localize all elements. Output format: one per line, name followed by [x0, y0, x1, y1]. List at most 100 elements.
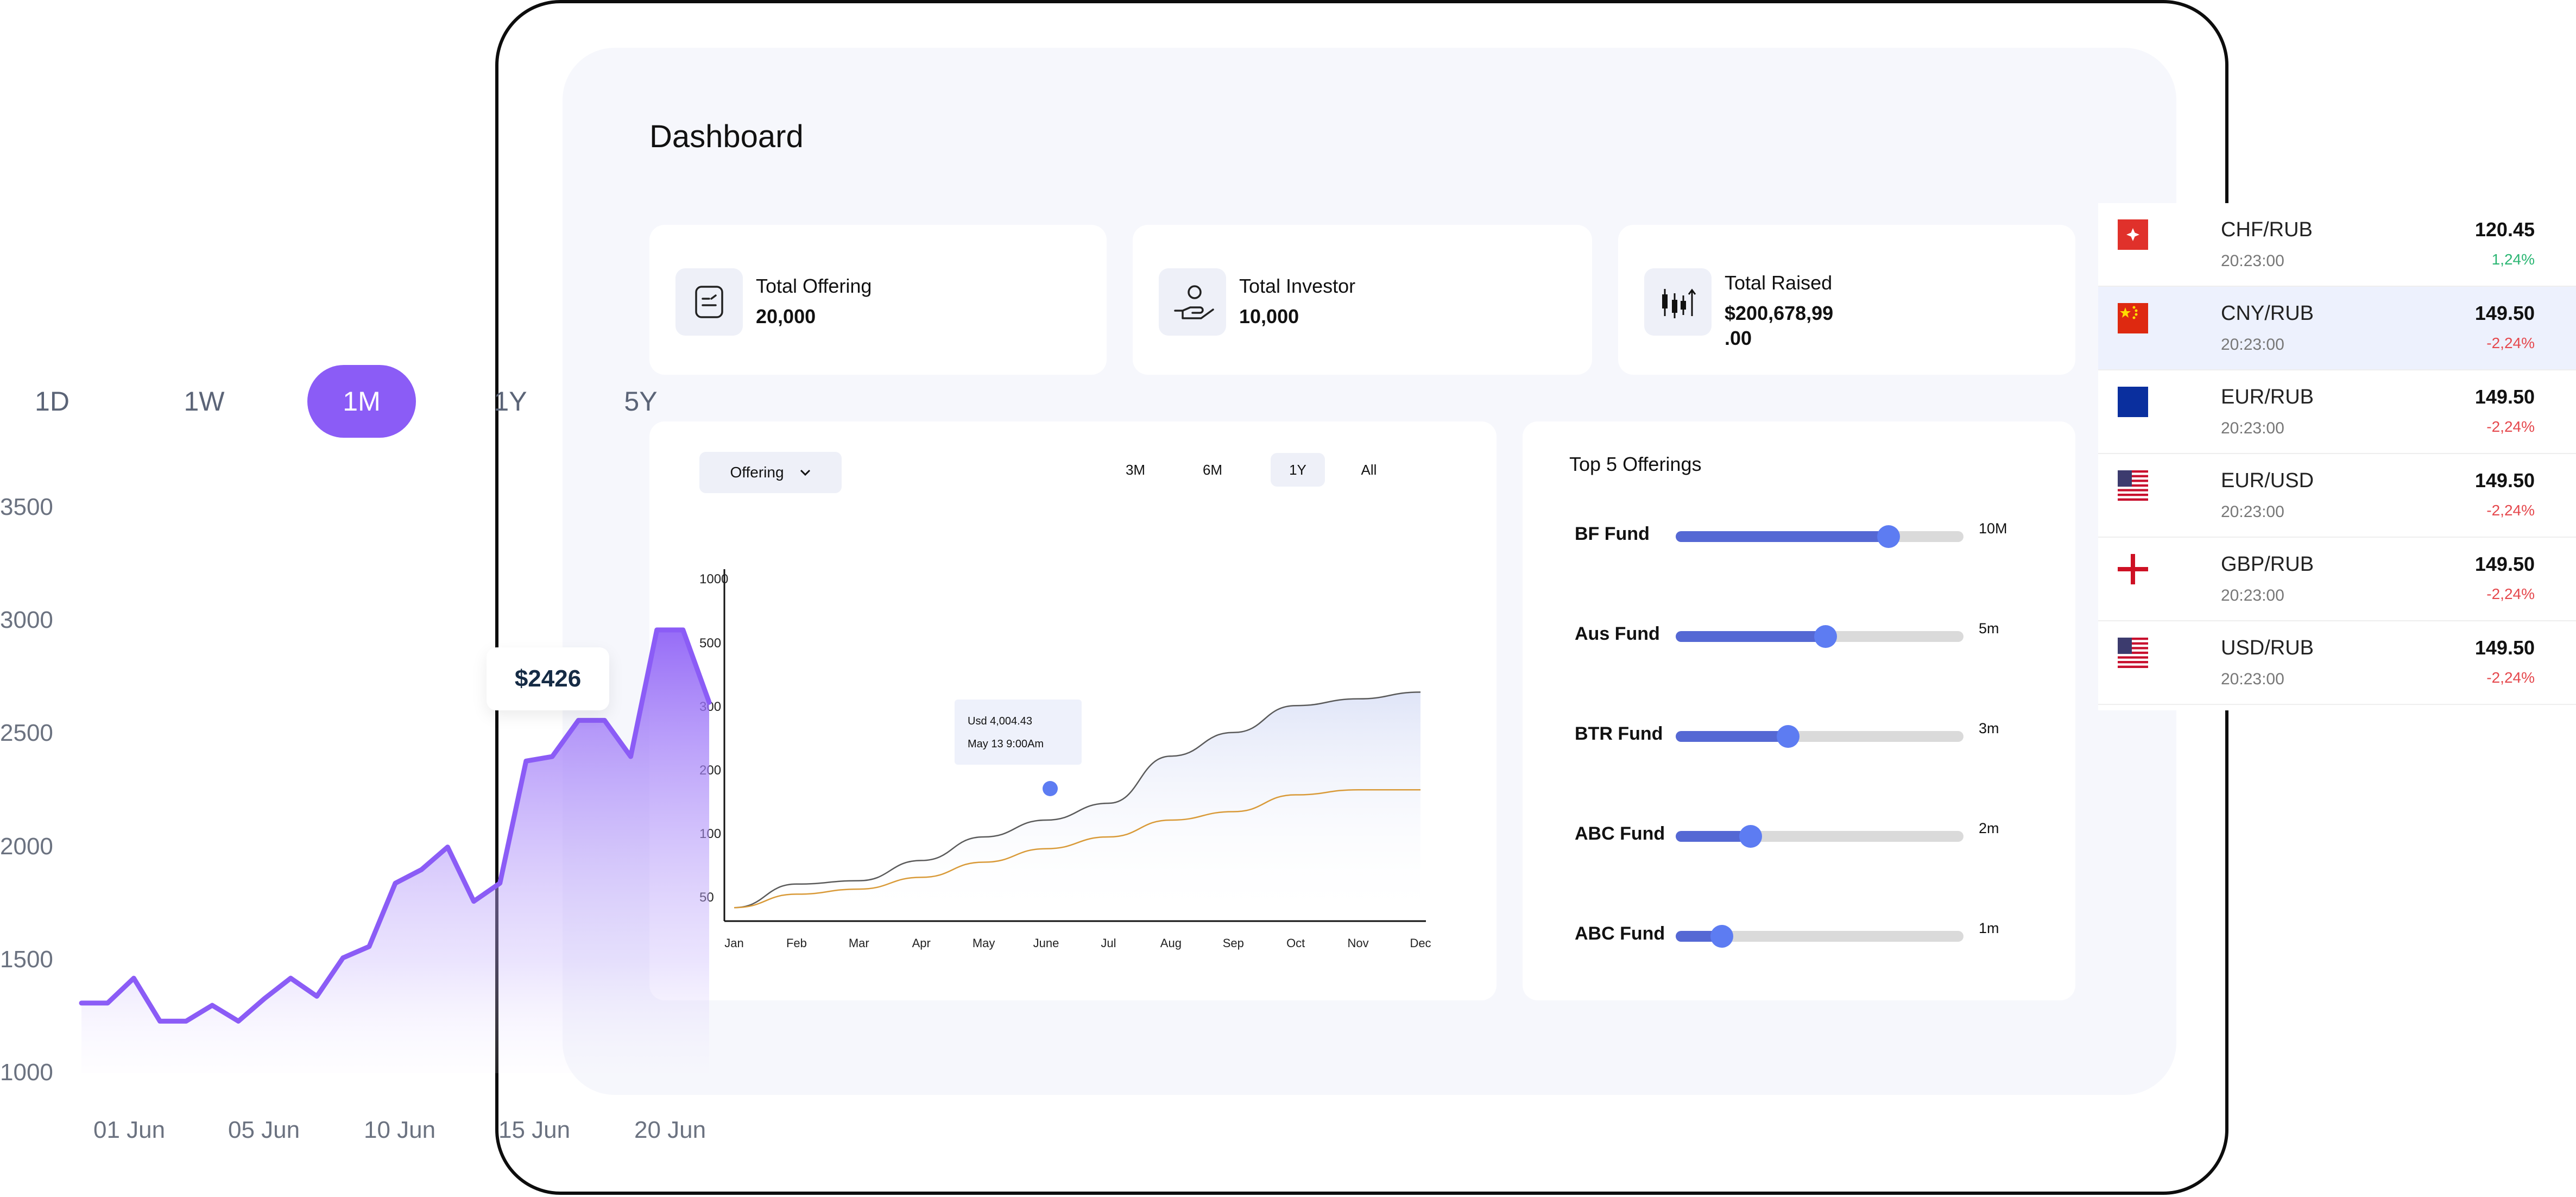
period-tab-1w[interactable]: 1W: [184, 386, 225, 417]
currency-price: 149.50: [2474, 386, 2535, 408]
period-tab-1m[interactable]: 1M: [307, 365, 416, 438]
currency-change: -2,24%: [2486, 585, 2535, 602]
y-tick-label: 3000: [0, 607, 53, 634]
period-tab-1y[interactable]: 1Y: [494, 386, 527, 417]
currency-pair: EUR/RUB: [2221, 386, 2314, 408]
stat-card-total-offering: Total Offering 20,000: [649, 225, 1107, 375]
tab-3m[interactable]: 3M: [1125, 461, 1146, 478]
currency-time: 20:23:00: [2221, 670, 2284, 688]
fund-slider-handle[interactable]: [1710, 925, 1733, 948]
fund-slider-handle[interactable]: [1877, 525, 1901, 548]
fund-amount: 10M: [1979, 520, 2007, 537]
currency-row[interactable]: EUR/USD 20:23:00 149.50 -2,24%: [2098, 454, 2576, 538]
usa-flag-icon: [2118, 638, 2148, 668]
x-tick-label: Oct: [1286, 936, 1305, 950]
x-tick-label: 20 Jun: [634, 1117, 706, 1143]
currency-time: 20:23:00: [2221, 252, 2284, 270]
fund-slider-handle[interactable]: [1814, 625, 1837, 648]
fund-name: ABC Fund: [1575, 823, 1665, 844]
currency-change: -2,24%: [2486, 418, 2535, 435]
fund-amount: 1m: [1979, 920, 1999, 936]
currency-row[interactable]: CHF/RUB 20:23:00 120.45 1,24%: [2098, 203, 2576, 287]
fund-progress-track: [1676, 925, 1963, 948]
fund-progress-fill: [1676, 531, 1889, 542]
price-area-chart: [79, 627, 712, 1073]
chart-tooltip: Usd 4,004.43 May 13 9:00Am: [955, 700, 1082, 765]
currency-price: 120.45: [2474, 218, 2535, 241]
usa-flag-icon: [2118, 470, 2148, 501]
currency-change: -2,24%: [2486, 502, 2535, 519]
x-tick-label: 15 Jun: [498, 1117, 571, 1143]
x-tick-label: 10 Jun: [364, 1117, 436, 1143]
currency-pair: EUR/USD: [2221, 469, 2314, 492]
top-offerings-title: Top 5 Offerings: [1569, 453, 1702, 475]
fund-progress-fill: [1676, 831, 1751, 842]
fund-name: ABC Fund: [1575, 923, 1665, 944]
currency-time: 20:23:00: [2221, 419, 2284, 437]
price-area-fill: [81, 629, 709, 1073]
fund-row: BF Fund 10M: [1523, 519, 2075, 552]
fund-slider-handle[interactable]: [1739, 825, 1762, 848]
y-tick-label: 1000: [0, 1059, 53, 1086]
fund-row: BTR Fund 3m: [1523, 719, 2075, 752]
tab-1y[interactable]: 1Y: [1271, 453, 1325, 487]
stat-label: Total Offering: [756, 275, 872, 297]
x-tick-label: June: [1033, 936, 1059, 950]
currency-time: 20:23:00: [2221, 336, 2284, 354]
stat-value: 10,000: [1239, 305, 1299, 327]
stat-card-total-investor: Total Investor 10,000: [1133, 225, 1592, 375]
fund-progress-track: [1676, 825, 1963, 848]
top-offerings-card: Top 5 Offerings BF Fund 10M Aus Fund 5m BTR …: [1523, 421, 2075, 1000]
currency-price: 149.50: [2474, 553, 2535, 575]
x-tick-label: Nov: [1348, 936, 1369, 950]
fund-amount: 2m: [1979, 820, 1999, 836]
y-tick-label: 2500: [0, 720, 53, 747]
stat-label: Total Investor: [1239, 275, 1356, 297]
price-line: [79, 627, 712, 1024]
x-tick-label: Mar: [849, 936, 869, 950]
england-flag-icon: [2118, 554, 2148, 584]
tab-6m[interactable]: 6M: [1202, 461, 1223, 478]
x-tick-label: Jan: [724, 936, 743, 950]
fund-progress-track: [1676, 625, 1963, 648]
x-tick-label: Feb: [786, 936, 807, 950]
hand-user-icon: [1159, 268, 1226, 336]
currency-price: 149.50: [2474, 302, 2535, 324]
currency-pair: GBP/RUB: [2221, 553, 2314, 576]
tab-all[interactable]: All: [1361, 461, 1377, 478]
currency-pair: CHF/RUB: [2221, 218, 2313, 241]
swiss-flag-icon: [2118, 219, 2148, 250]
currency-price: 149.50: [2474, 469, 2535, 492]
currency-row[interactable]: USD/RUB 20:23:00 149.50 -2,24%: [2098, 621, 2576, 705]
fund-name: Aus Fund: [1575, 623, 1660, 644]
currency-row[interactable]: GBP/RUB 20:23:00 149.50 -2,24%: [2098, 538, 2576, 621]
currency-change: 1,24%: [2491, 251, 2535, 268]
series-area-fill: [734, 692, 1420, 921]
currency-time: 20:23:00: [2221, 587, 2284, 604]
x-tick-label: 01 Jun: [93, 1117, 166, 1143]
fund-progress-track: [1676, 725, 1963, 748]
currency-rate-list: CHF/RUB 20:23:00 120.45 1,24% CNY/RUB 20:23:0…: [2098, 203, 2576, 710]
x-tick-label: May: [973, 936, 995, 950]
fund-progress-fill: [1676, 631, 1826, 642]
period-tab-1d[interactable]: 1D: [35, 386, 70, 417]
offering-dropdown[interactable]: Offering: [699, 452, 842, 493]
price-highlight-badge: $2426: [487, 647, 609, 710]
fund-amount: 5m: [1979, 620, 1999, 637]
fund-slider-handle[interactable]: [1776, 725, 1800, 748]
currency-row[interactable]: CNY/RUB 20:23:00 149.50 -2,24%: [2098, 287, 2576, 370]
fund-progress-fill: [1676, 931, 1722, 942]
stat-label: Total Raised: [1725, 272, 1833, 294]
chevron-down-icon: [800, 469, 810, 476]
stat-value: 20,000: [756, 305, 816, 327]
y-tick-label: 3500: [0, 494, 53, 520]
y-tick-label: 1000: [699, 572, 728, 587]
x-tick-label: Sep: [1223, 936, 1244, 950]
period-tab-5y[interactable]: 5Y: [624, 386, 658, 417]
y-tick-label: 2000: [0, 833, 53, 860]
fund-amount: 3m: [1979, 720, 1999, 736]
fund-progress-track: [1676, 525, 1963, 548]
fund-name: BF Fund: [1575, 524, 1650, 544]
currency-row[interactable]: EUR/RUB 20:23:00 149.50 -2,24%: [2098, 370, 2576, 454]
tooltip-point-marker[interactable]: [1043, 781, 1058, 796]
